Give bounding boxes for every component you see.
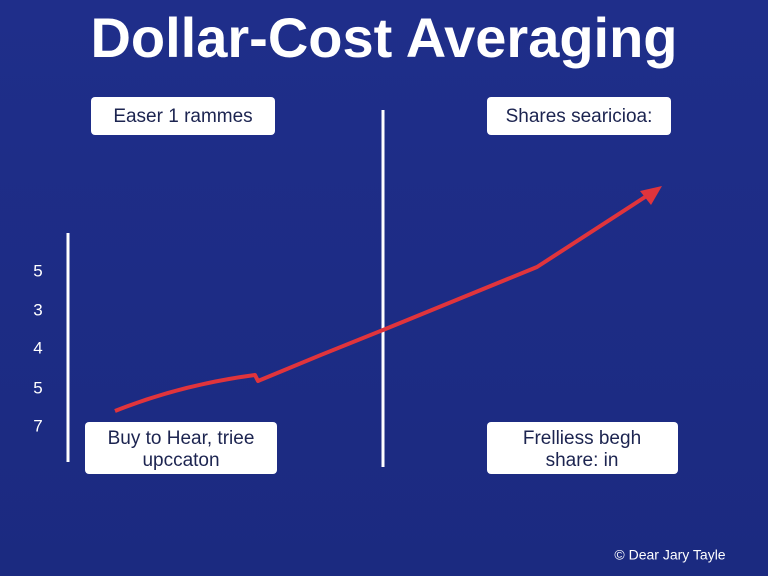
top-right-label: Shares searicioa: [506, 106, 653, 127]
label-box [91, 97, 275, 135]
label-box [487, 422, 678, 474]
bottom-right-label: Frelliess begh [523, 428, 641, 449]
axis-tick-label: 3 [33, 300, 42, 319]
label-box [85, 422, 277, 474]
axis-tick-label: 7 [33, 416, 42, 435]
trend-arrow [114, 195, 647, 413]
axis-tick-label: 5 [33, 378, 42, 397]
footer: © Dear Jary Tayle [614, 547, 725, 563]
bottom-left-label: upccaton [142, 450, 219, 471]
arrow-head [640, 186, 662, 205]
bottom-left-label: Buy to Hear, triee [108, 428, 255, 449]
label-box [487, 97, 671, 135]
bottom-right-label: share: in [546, 450, 619, 471]
axis-tick-label: 5 [33, 261, 42, 280]
top-left-label: Easer 1 rammes [113, 106, 252, 127]
axis-tick-label: 4 [33, 338, 42, 357]
title: Dollar-Cost Averaging [90, 6, 677, 69]
